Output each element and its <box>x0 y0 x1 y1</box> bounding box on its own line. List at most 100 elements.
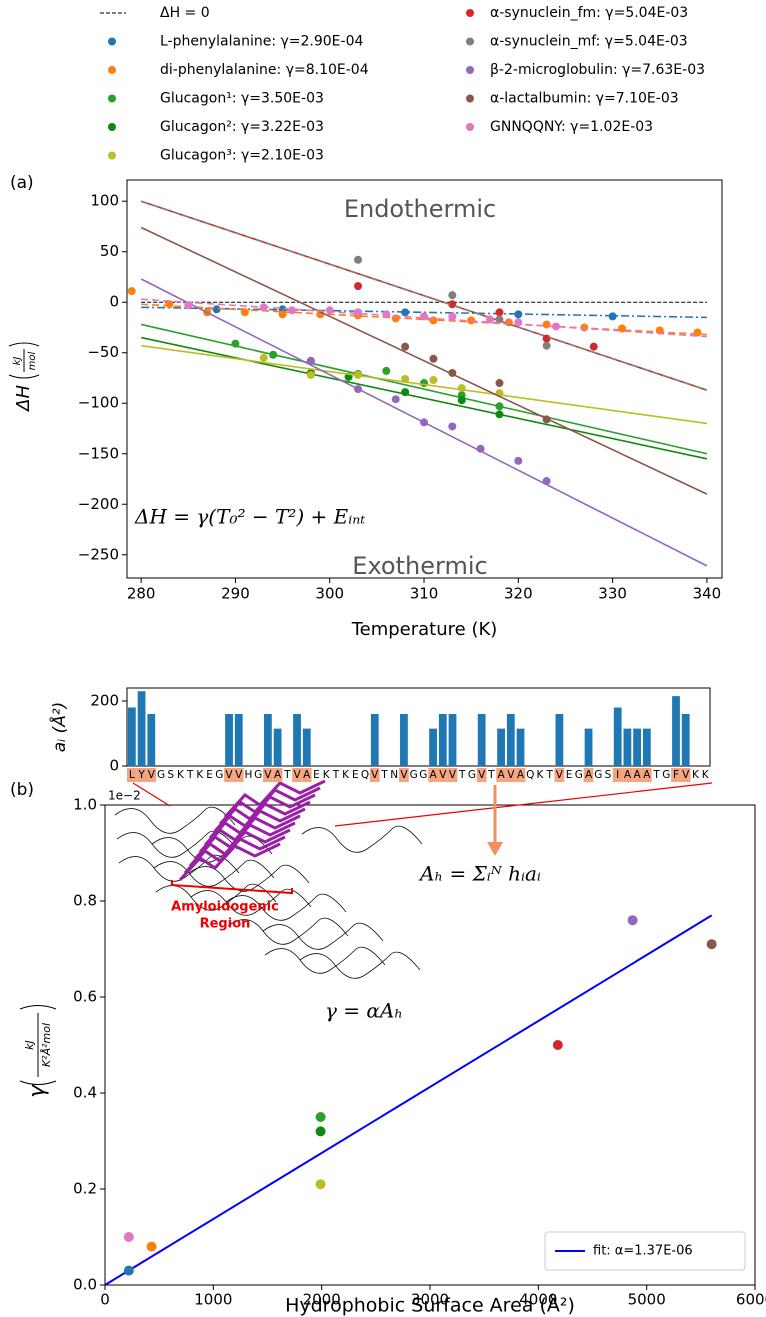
y-tick-label: 0.4 <box>73 1084 97 1102</box>
data-point <box>420 379 429 388</box>
data-point <box>354 370 363 379</box>
data-point <box>165 300 174 309</box>
data-point <box>127 287 136 296</box>
bar <box>225 714 233 766</box>
data-point <box>476 444 485 453</box>
x-axis-label: Hydrophobic Surface Area (Å²) <box>285 1294 575 1317</box>
data-point <box>706 939 717 950</box>
residue-label: E <box>313 769 320 781</box>
protein-inset: Amyloidogenic Region <box>114 779 423 979</box>
letter-highlight <box>263 768 273 782</box>
legend-label: fit: α=1.37E-06 <box>593 1244 693 1259</box>
bar <box>516 728 525 766</box>
legend-label: Glucagon¹: γ=3.50E-03 <box>160 91 324 107</box>
data-point <box>315 1112 326 1122</box>
bar <box>234 714 243 766</box>
residue-label: N <box>390 769 398 781</box>
bar <box>584 728 593 766</box>
legend-key <box>108 151 116 160</box>
data-point <box>655 326 664 335</box>
legend-key <box>466 123 474 131</box>
fit-line <box>141 344 708 425</box>
paren <box>8 374 40 379</box>
data-point <box>693 328 702 337</box>
formula: Aₕ = Σᵢᴺ hᵢaᵢ <box>418 862 541 886</box>
residue-label: A <box>634 769 642 781</box>
legend-label: Glucagon³: γ=2.10E-03 <box>160 148 324 164</box>
bar <box>633 728 642 766</box>
letter-highlight <box>136 768 147 782</box>
data-point <box>420 312 429 321</box>
x-tick-label: 280 <box>127 585 156 603</box>
legend-label: Glucagon²: γ=3.22E-03 <box>160 119 324 135</box>
zoom-line <box>132 782 171 807</box>
residue-label: K <box>196 769 204 781</box>
annotation: Endothermic <box>344 195 496 223</box>
data-point <box>382 366 391 375</box>
bar <box>438 714 447 766</box>
residue-label: A <box>643 769 651 781</box>
y-tick-label: 50 <box>100 242 119 260</box>
paren <box>19 1080 57 1085</box>
coil <box>227 917 349 945</box>
y-tick-label: −250 <box>78 545 119 563</box>
residue-label: G <box>157 769 165 781</box>
letter-highlight <box>272 768 283 782</box>
y-label-symbol: γ <box>25 1084 50 1098</box>
data-point <box>306 356 315 365</box>
legend-key <box>108 37 116 46</box>
region-bracket <box>171 880 293 895</box>
residue-label: T <box>545 769 553 781</box>
bar <box>370 714 379 766</box>
coil <box>190 888 312 916</box>
letter-highlight <box>671 768 681 782</box>
inset-label: Amyloidogenic <box>171 900 279 915</box>
bar <box>293 714 301 766</box>
residue-label: E <box>352 769 359 781</box>
data-point <box>514 318 523 327</box>
residue-label: K <box>323 769 331 781</box>
y-tick-label: 0 <box>109 757 119 775</box>
letter-highlight <box>224 768 234 782</box>
residue-label: V <box>439 769 447 781</box>
data-point <box>401 342 410 351</box>
beta-strand <box>223 779 326 819</box>
residue-label: L <box>129 769 135 781</box>
data-point <box>354 308 363 317</box>
bar <box>555 714 564 766</box>
bar <box>400 714 408 766</box>
letter-highlight <box>369 768 380 782</box>
residue-label: V <box>682 769 690 781</box>
data-point <box>552 322 561 331</box>
y-tick-label: 0.8 <box>73 892 97 910</box>
residue-label: I <box>616 769 619 781</box>
data-point <box>240 308 249 317</box>
legend-label: β-2-microglobulin: γ=7.63E-03 <box>490 62 705 78</box>
y-tick-label: 0.6 <box>73 988 97 1006</box>
data-point <box>401 308 410 317</box>
bar <box>477 714 486 766</box>
data-point <box>514 310 523 319</box>
legend-label: α-synuclein_mf: γ=5.04E-03 <box>490 34 688 50</box>
letter-highlight <box>680 768 691 782</box>
coil <box>301 825 423 853</box>
fit-line <box>140 200 708 391</box>
residue-label: E <box>206 769 213 781</box>
residue-label: Q <box>526 769 534 781</box>
x-tick-label: 320 <box>504 585 533 603</box>
panel-label: (a) <box>10 173 34 193</box>
fit-line <box>140 323 708 455</box>
residue-label: G <box>594 769 602 781</box>
y-axis-label: γ kJ K²Å²mol <box>19 1005 57 1098</box>
coil <box>116 830 238 858</box>
data-point <box>269 350 278 359</box>
legend-label: α-lactalbumin: γ=7.10E-03 <box>490 91 679 107</box>
data-point <box>278 310 287 319</box>
residue-label: A <box>624 769 632 781</box>
letter-highlight <box>515 768 526 782</box>
legend-label: α-synuclein_fm: γ=5.04E-03 <box>490 5 688 21</box>
x-tick-label: 3000 <box>411 1291 449 1309</box>
bar <box>137 691 146 766</box>
letter-highlight <box>641 768 652 782</box>
